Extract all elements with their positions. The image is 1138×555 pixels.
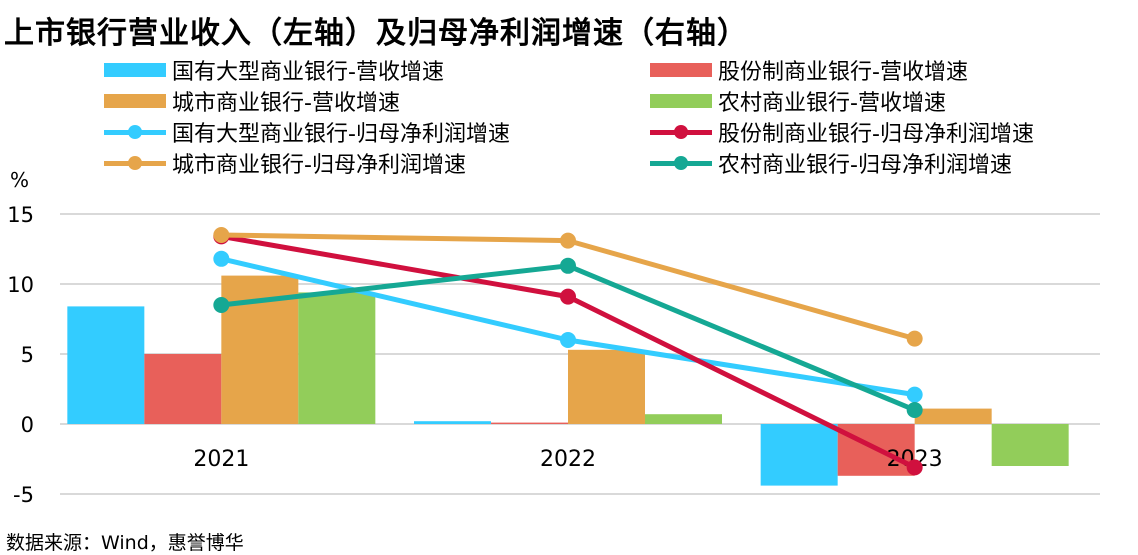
legend-swatch-joint-stock-revenue — [650, 63, 712, 77]
line-point-series2-2021 — [213, 227, 230, 243]
legend-swatch-state-revenue — [104, 63, 166, 77]
line-point-series2-2022 — [560, 232, 576, 249]
legend-item-rural-profit: 农村商业银行-归母净利润增速 — [650, 148, 1012, 178]
legend-label-state-profit: 国有大型商业银行-归母净利润增速 — [172, 122, 510, 147]
legend-item-state-revenue: 国有大型商业银行-营收增速 — [104, 55, 444, 85]
line-point-series2-2023 — [906, 330, 923, 347]
line-point-series0-2022 — [560, 332, 576, 348]
legend-label-rural-profit: 农村商业银行-归母净利润增速 — [718, 153, 1012, 178]
legend-marker-city-profit — [104, 156, 166, 170]
legend-swatch-rural-revenue — [650, 94, 712, 108]
legend-label-joint-stock-revenue: 股份制商业银行-营收增速 — [718, 60, 968, 85]
bar-series2-2022 — [568, 349, 645, 424]
y-tick-label-2: 5 — [21, 343, 34, 367]
legend-item-city-revenue: 城市商业银行-营收增速 — [104, 86, 400, 116]
bar-series1-2021 — [144, 354, 222, 424]
legend-label-city-profit: 城市商业银行-归母净利润增速 — [172, 153, 466, 178]
y-axis-unit: % — [10, 168, 30, 192]
y-tick-label-0: 15 — [7, 203, 34, 227]
legend-item-joint-stock-revenue: 股份制商业银行-营收增速 — [650, 55, 968, 85]
y-tick-label-3: 0 — [21, 413, 34, 437]
legend-label-joint-stock-profit: 股份制商业银行-归母净利润增速 — [718, 122, 1034, 147]
line-point-series0-2021 — [213, 250, 230, 267]
bar-series3-2022 — [645, 414, 722, 424]
line-point-series3-2023 — [906, 402, 923, 418]
chart-title: 上市银行营业收入（左轴）及归母净利润增速（右轴） — [4, 16, 748, 51]
source-note: 数据来源：Wind，惠誉博华 — [6, 532, 244, 554]
legend-marker-joint-stock-profit — [650, 125, 712, 139]
legend-label-rural-revenue: 农村商业银行-营收增速 — [718, 91, 946, 116]
line-point-series0-2023 — [906, 386, 923, 403]
x-tick-label-2021: 2021 — [193, 447, 249, 472]
bar-series3-2023 — [991, 424, 1069, 466]
legend-item-rural-revenue: 农村商业银行-营收增速 — [650, 86, 946, 116]
legend-label-city-revenue: 城市商业银行-营收增速 — [172, 91, 400, 116]
legend-label-state-revenue: 国有大型商业银行-营收增速 — [172, 60, 444, 85]
y-tick-label-4: -5 — [13, 483, 34, 507]
bar-series2-2023 — [914, 408, 992, 424]
legend-item-city-profit: 城市商业银行-归母净利润增速 — [104, 148, 466, 178]
bar-series1-2022 — [491, 422, 568, 424]
legend-item-joint-stock-profit: 股份制商业银行-归母净利润增速 — [650, 117, 1034, 147]
y-tick-label-1: 10 — [7, 273, 34, 297]
x-tick-label-2022: 2022 — [540, 447, 596, 472]
legend-item-state-profit: 国有大型商业银行-归母净利润增速 — [104, 117, 510, 147]
bar-series0-2021 — [67, 306, 145, 424]
legend-marker-state-profit — [104, 125, 166, 139]
bar-series0-2022 — [414, 421, 491, 424]
legend-marker-rural-profit — [650, 156, 712, 170]
bar-series3-2021 — [298, 292, 376, 424]
line-point-series1-2023 — [906, 459, 923, 476]
bar-series0-2023 — [760, 424, 838, 486]
line-point-series1-2022 — [560, 288, 576, 305]
line-point-series3-2022 — [560, 257, 576, 274]
legend-swatch-city-revenue — [104, 94, 166, 108]
line-point-series3-2021 — [213, 297, 230, 313]
